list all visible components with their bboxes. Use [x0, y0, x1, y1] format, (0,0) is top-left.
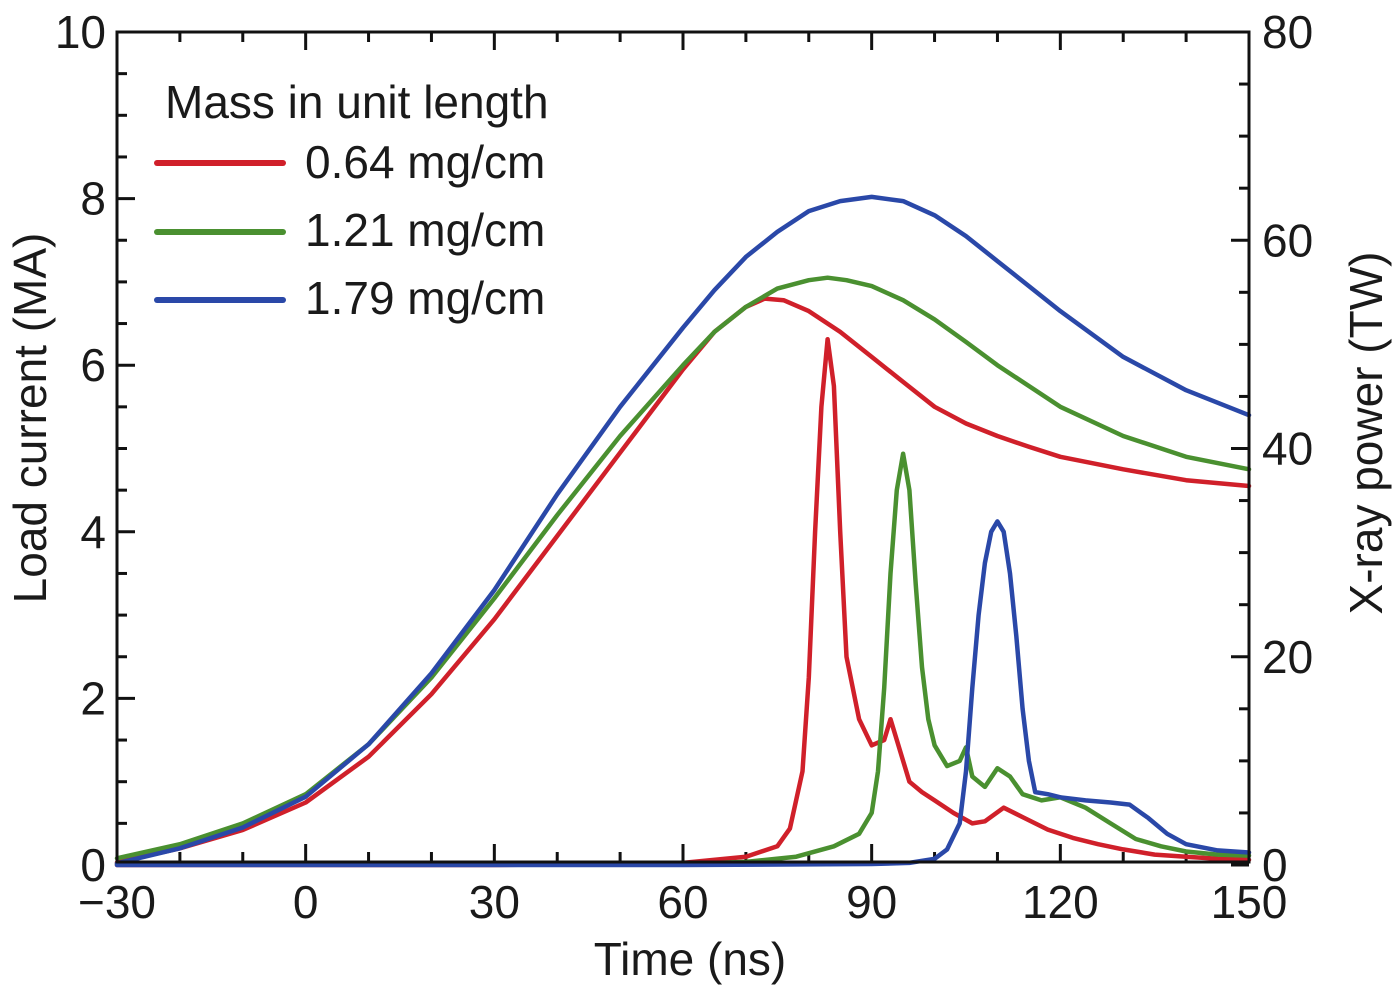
series-line-1-79-mg-cm-load-current — [114, 194, 1252, 866]
y2-tick-label: 80 — [1262, 6, 1313, 58]
plot-frame — [115, 30, 1251, 864]
legend-entry-0.64: 0.64 mg/cm — [154, 136, 545, 188]
y-tick-labels: 0 2 4 6 8 10 — [55, 6, 106, 891]
y-tick-label: 8 — [80, 173, 106, 225]
series-line-0-64-mg-cm-x-ray-power — [114, 336, 1252, 868]
y2-tick-label: 60 — [1262, 214, 1313, 266]
x-tick-labels: −30 0 30 60 90 120 150 — [78, 876, 1287, 928]
legend-title: Mass in unit length — [165, 76, 549, 128]
legend-label-0.64: 0.64 mg/cm — [305, 136, 545, 188]
minor-ticks — [115, 30, 1251, 867]
legend-label-1.21: 1.21 mg/cm — [305, 204, 545, 256]
x-tick-label: 90 — [846, 876, 897, 928]
y2-axis-title: X-ray power (TW) — [1340, 252, 1392, 615]
y2-tick-label: 0 — [1262, 839, 1288, 891]
series-line-0-64-mg-cm-load-current — [114, 296, 1252, 865]
legend-entry-1.21: 1.21 mg/cm — [154, 204, 545, 256]
y-tick-label: 10 — [55, 6, 106, 58]
x-axis-title: Time (ns) — [594, 933, 787, 985]
y2-tick-label: 40 — [1262, 423, 1313, 475]
x-tick-label: 0 — [293, 876, 319, 928]
x-tick-label: 120 — [1022, 876, 1099, 928]
x-tick-label: 150 — [1211, 876, 1288, 928]
y-tick-label: 0 — [80, 839, 106, 891]
x-tick-label: −30 — [78, 876, 156, 928]
y-tick-label: 2 — [80, 672, 106, 724]
y-tick-label: 4 — [80, 506, 106, 558]
legend: Mass in unit length 0.64 mg/cm 1.21 mg/c… — [154, 76, 549, 324]
y2-tick-labels: 0 20 40 60 80 — [1262, 6, 1313, 891]
series-line-1-79-mg-cm-x-ray-power — [114, 519, 1252, 868]
y-axis-title: Load current (MA) — [4, 233, 56, 604]
series-line-1-21-mg-cm-load-current — [114, 275, 1252, 861]
y2-tick-label: 20 — [1262, 631, 1313, 683]
x-tick-label: 30 — [469, 876, 520, 928]
y-tick-label: 6 — [80, 339, 106, 391]
series-line-1-21-mg-cm-x-ray-power — [114, 451, 1252, 867]
legend-label-1.79: 1.79 mg/cm — [305, 272, 545, 324]
series-layer — [114, 194, 1252, 868]
legend-entry-1.79: 1.79 mg/cm — [154, 272, 545, 324]
x-tick-label: 60 — [657, 876, 708, 928]
